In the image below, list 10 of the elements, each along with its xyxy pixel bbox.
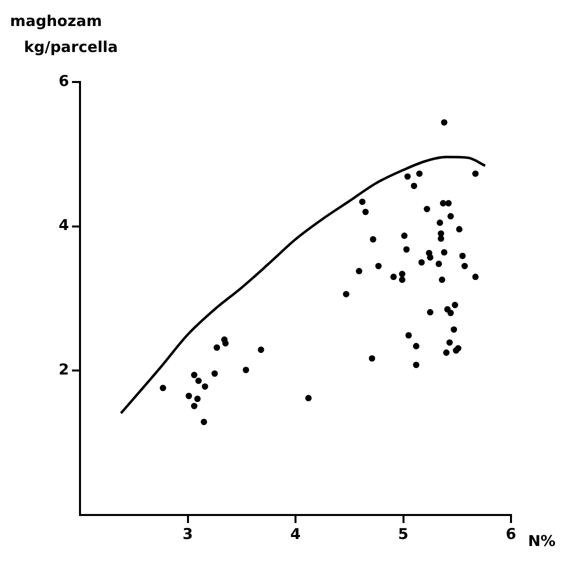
line-series bbox=[120, 156, 486, 414]
x-tick-label: 4 bbox=[290, 524, 301, 543]
y-axis-title: maghozam kg/parcella bbox=[10, 11, 118, 58]
y-tick-label: 6 bbox=[58, 72, 69, 90]
x-axis-title: N% bbox=[528, 532, 556, 550]
y-tick-label: 4 bbox=[58, 216, 69, 234]
x-tick-label: 3 bbox=[182, 524, 193, 543]
x-tick-label: 6 bbox=[506, 524, 516, 543]
y-tick-label: 2 bbox=[58, 360, 69, 379]
x-tick-label: 5 bbox=[398, 524, 408, 543]
